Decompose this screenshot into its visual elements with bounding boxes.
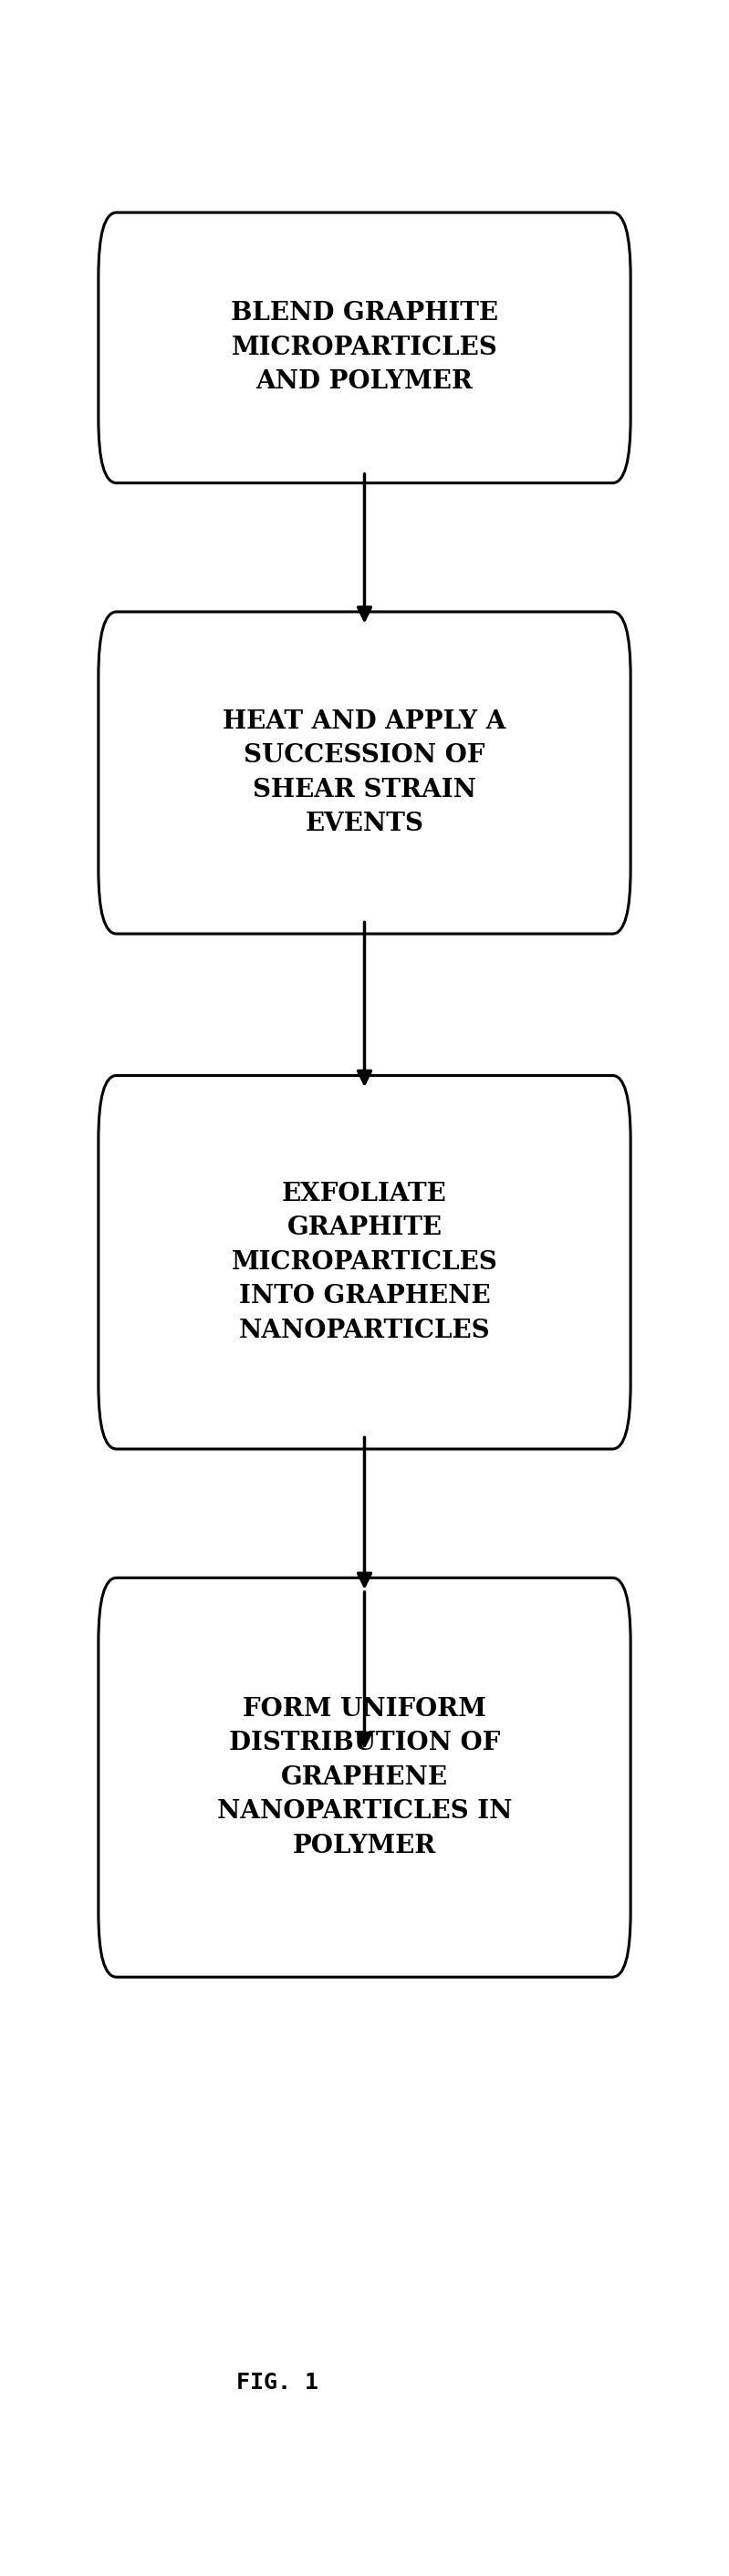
Text: BLEND GRAPHITE
MICROPARTICLES
AND POLYMER: BLEND GRAPHITE MICROPARTICLES AND POLYME… — [231, 301, 498, 394]
Text: HEAT AND APPLY A
SUCCESSION OF
SHEAR STRAIN
EVENTS: HEAT AND APPLY A SUCCESSION OF SHEAR STR… — [223, 708, 506, 837]
FancyBboxPatch shape — [98, 1577, 631, 1978]
Text: FORM UNIFORM
DISTRIBUTION OF
GRAPHENE
NANOPARTICLES IN
POLYMER: FORM UNIFORM DISTRIBUTION OF GRAPHENE NA… — [217, 1698, 512, 1857]
FancyBboxPatch shape — [98, 1077, 631, 1448]
FancyBboxPatch shape — [98, 611, 631, 935]
Text: FIG. 1: FIG. 1 — [236, 2372, 318, 2393]
Text: EXFOLIATE
GRAPHITE
MICROPARTICLES
INTO GRAPHENE
NANOPARTICLES: EXFOLIATE GRAPHITE MICROPARTICLES INTO G… — [231, 1182, 498, 1342]
FancyBboxPatch shape — [98, 214, 631, 484]
